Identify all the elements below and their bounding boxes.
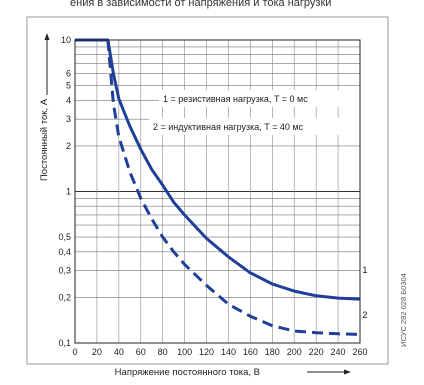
series-2-line xyxy=(106,39,361,336)
x-tick-label: 80 xyxy=(158,347,168,357)
series-1-label: 1 xyxy=(362,265,367,276)
x-tick-label: 140 xyxy=(221,347,236,357)
x-tick-label: 180 xyxy=(265,347,280,357)
x-tick-label: 160 xyxy=(243,347,258,357)
x-tick-label: 220 xyxy=(309,347,324,357)
x-tick-label: 200 xyxy=(287,347,302,357)
legend-box-2 xyxy=(149,118,373,135)
figure-border xyxy=(26,16,389,365)
grid xyxy=(74,39,361,344)
y-tick-label: 0,4 xyxy=(58,247,71,257)
legend-entry-1: 1 = резистивная нагрузка, T = 0 мс xyxy=(163,94,308,104)
x-axis-label: Напряжение постоянного тока, В xyxy=(115,367,260,378)
tick-labels: 0 20 40 60 80 100 120 140 160 180 200 220 240 260 0,1 0… xyxy=(58,35,367,357)
y-tick-label: 0,1 xyxy=(58,338,71,348)
x-tick-label: 120 xyxy=(199,347,214,357)
x-tick-label: 60 xyxy=(136,347,146,357)
x-tick-label: 260 xyxy=(352,347,367,357)
y-tick-label: 0,2 xyxy=(58,292,71,302)
x-tick-label: 100 xyxy=(177,347,192,357)
x-tick-label: 240 xyxy=(331,347,346,357)
y-tick-label: 2 xyxy=(66,141,71,151)
legend-box-1 xyxy=(159,90,373,107)
x-axis-arrow-head xyxy=(344,369,351,375)
side-code: ИСУС 282 028 Б0304 xyxy=(399,273,408,347)
y-tick-label: 1 xyxy=(66,187,71,197)
legend-entry-2: 2 = индуктивная нагрузка, T = 40 мс xyxy=(153,122,304,132)
x-tick-label: 40 xyxy=(114,347,124,357)
x-tick-label: 20 xyxy=(92,347,102,357)
x-tick-label: 0 xyxy=(72,347,77,357)
header-text: ения в зависимости от напряжения и тока … xyxy=(70,0,331,9)
y-tick-label: 0,3 xyxy=(58,266,71,276)
y-tick-label: 5 xyxy=(66,81,71,91)
series-2-label: 2 xyxy=(362,310,367,321)
y-axis-arrow-head xyxy=(44,33,50,40)
axes xyxy=(44,33,361,375)
series-1-line xyxy=(75,38,361,301)
y-tick-label: 3 xyxy=(66,114,71,124)
y-axis-label: Постоянный ток, А xyxy=(39,98,50,181)
series-group: 12 xyxy=(75,38,367,336)
y-tick-label: 4 xyxy=(66,95,71,105)
y-tick-label: 6 xyxy=(66,69,71,79)
legend: 1 = резистивная нагрузка, T = 0 мс 2 = ин… xyxy=(149,90,373,135)
y-tick-label: 10 xyxy=(61,35,71,45)
y-tick-label: 0,5 xyxy=(58,232,71,242)
plot-frame xyxy=(74,39,361,344)
